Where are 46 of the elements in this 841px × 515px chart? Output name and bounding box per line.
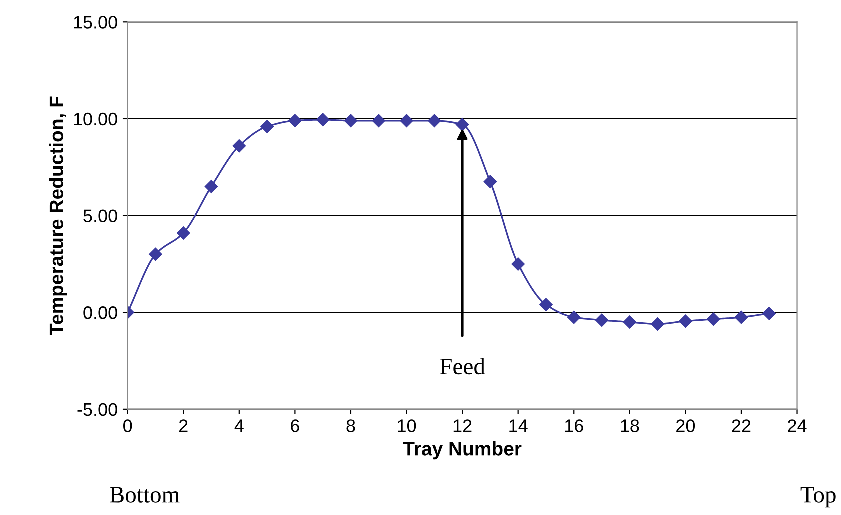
annotation: Feed xyxy=(440,358,486,375)
point xyxy=(679,314,692,328)
point xyxy=(623,316,636,329)
y-tick-label: 0.00 xyxy=(84,306,118,320)
point xyxy=(707,312,720,326)
y-tick-label: 15.00 xyxy=(74,16,118,29)
point xyxy=(568,310,581,324)
y-axis-title: Temperature Reduction, F xyxy=(49,96,68,336)
point xyxy=(512,258,525,271)
point xyxy=(149,248,162,262)
point xyxy=(400,114,414,128)
x-tick-label: 14 xyxy=(510,420,528,432)
point xyxy=(316,113,330,127)
point xyxy=(595,314,609,327)
point xyxy=(372,114,386,128)
point xyxy=(484,175,498,188)
x-tick-label: 22 xyxy=(732,420,751,432)
x-tick-label: 8 xyxy=(346,420,356,432)
point xyxy=(762,306,776,320)
point xyxy=(177,226,190,240)
x-tick-label: 4 xyxy=(234,420,244,432)
point xyxy=(651,318,664,331)
point xyxy=(232,139,246,153)
point xyxy=(428,114,442,128)
point xyxy=(540,298,553,312)
point xyxy=(260,120,274,134)
y-tick-label: 10.00 xyxy=(74,112,118,126)
y-tick-label: 5.00 xyxy=(84,210,118,223)
point xyxy=(456,118,470,132)
x-tick-label: 24 xyxy=(788,420,807,432)
x-tick-label: 10 xyxy=(398,420,416,432)
y-tick-label: -5.00 xyxy=(78,403,118,416)
text: Bottom xyxy=(110,487,180,503)
x-tick-label: 12 xyxy=(454,420,472,432)
x-tick-label: 2 xyxy=(180,420,188,432)
x-tick-label: 6 xyxy=(291,420,300,432)
x-tick-label: 0 xyxy=(124,420,132,432)
point xyxy=(204,180,218,194)
point xyxy=(288,114,302,128)
x-tick-label: 18 xyxy=(621,420,640,432)
x-tick-label: 20 xyxy=(676,420,696,432)
x-axis-title: Tray Number xyxy=(403,442,522,460)
point xyxy=(344,114,358,128)
point xyxy=(734,310,748,324)
text: Top xyxy=(800,487,836,508)
x-tick-label: 16 xyxy=(565,420,584,432)
